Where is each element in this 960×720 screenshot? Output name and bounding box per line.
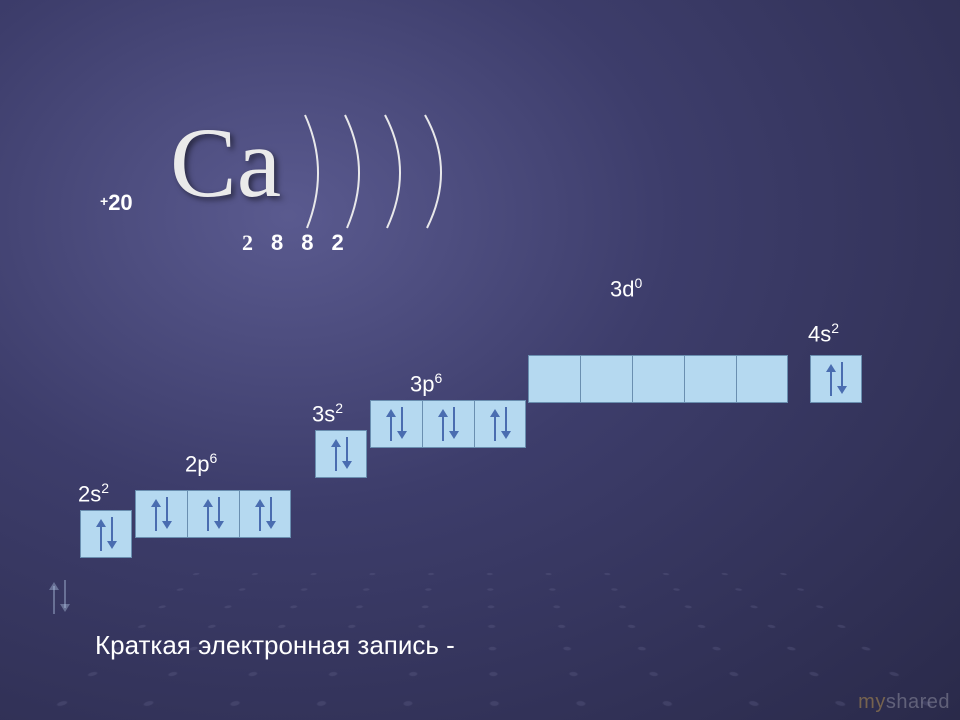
electron-pair — [97, 517, 116, 551]
orbital-box — [80, 510, 132, 558]
shell-arcs-svg — [300, 110, 490, 240]
orbital-row-3d0 — [528, 355, 788, 403]
orbital-label-4s2: 4s2 — [808, 320, 839, 347]
orbital-box — [187, 490, 239, 538]
electron-pair — [204, 497, 223, 531]
electron-pair — [256, 497, 275, 531]
orbital-box — [810, 355, 862, 403]
orbital-box — [135, 490, 187, 538]
electron-pair — [332, 437, 351, 471]
diagram-content: Ca +20 2 8 8 2 2s2 2p6 3s2 3p6 3d0 4s2 Кратка… — [0, 0, 960, 720]
orbital-row-4s2 — [810, 355, 862, 403]
element-symbol: Ca — [170, 105, 281, 220]
orbital-label-2p6: 2p6 — [185, 450, 217, 477]
shell-count-1: 2 — [242, 230, 253, 256]
orbital-box — [422, 400, 474, 448]
shell-count-2: 8 — [271, 230, 283, 256]
orbital-box — [370, 400, 422, 448]
orbital-row-3s2 — [315, 430, 367, 478]
orbital-label-3s2: 3s2 — [312, 400, 343, 427]
orbital-label-3d0: 3d0 — [610, 275, 642, 302]
ghost-1s-box — [50, 580, 69, 614]
orbital-box — [474, 400, 526, 448]
orbital-box — [684, 355, 736, 403]
orbital-row-3p6 — [370, 400, 526, 448]
electron-pair — [439, 407, 458, 441]
shell-count-4: 2 — [332, 230, 344, 256]
orbital-box — [632, 355, 684, 403]
watermark-suffix: shared — [886, 691, 950, 713]
charge-plus: + — [100, 193, 108, 209]
orbital-box — [580, 355, 632, 403]
orbital-box — [528, 355, 580, 403]
orbital-row-2s2 — [80, 510, 132, 558]
shell-arcs — [300, 110, 490, 245]
orbital-label-2s2: 2s2 — [78, 480, 109, 507]
orbital-row-2p6 — [135, 490, 291, 538]
shell-electron-counts: 2 8 8 2 — [242, 230, 344, 256]
charge-number: 20 — [108, 190, 132, 215]
electron-pair — [827, 362, 846, 396]
shell-count-3: 8 — [301, 230, 313, 256]
caption-text: Краткая электронная запись - — [95, 630, 455, 661]
electron-pair — [152, 497, 171, 531]
watermark: myshared — [858, 691, 950, 714]
electron-pair — [491, 407, 510, 441]
orbital-box — [239, 490, 291, 538]
electron-pair — [387, 407, 406, 441]
watermark-prefix: my — [858, 691, 886, 713]
orbital-box — [736, 355, 788, 403]
orbital-label-3p6: 3p6 — [410, 370, 442, 397]
nuclear-charge: +20 — [100, 190, 133, 216]
orbital-box — [315, 430, 367, 478]
